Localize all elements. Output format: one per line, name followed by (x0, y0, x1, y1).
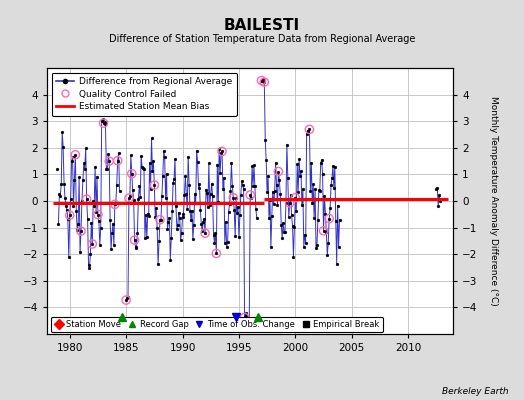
Point (111, 201, 119, 208)
Point (105, 158, 113, 164)
Point (66, 212, 74, 218)
Point (241, 314, 249, 321)
Text: Difference of Station Temperature Data from Regional Average: Difference of Station Temperature Data f… (109, 34, 415, 44)
Point (77, 228, 85, 234)
Point (71, 152, 80, 158)
Point (325, 215, 333, 222)
Point (130, 237, 139, 243)
Point (82, 196, 91, 202)
Point (291, 194, 300, 201)
Point (212, 250, 221, 257)
Point (150, 182, 159, 188)
Text: BAILESTI: BAILESTI (224, 18, 300, 33)
Point (260, 79, 268, 85)
Point (229, 194, 237, 201)
Point (201, 230, 209, 236)
Point (319, 228, 328, 234)
Point (305, 126, 314, 132)
Y-axis label: Monthly Temperature Anomaly Difference (°C): Monthly Temperature Anomaly Difference (… (489, 96, 498, 306)
Point (156, 216, 164, 223)
Point (122, 297, 130, 303)
Legend: Station Move, Record Gap, Time of Obs. Change, Empirical Break: Station Move, Record Gap, Time of Obs. C… (51, 317, 383, 332)
Point (127, 170, 136, 177)
Point (246, 192, 254, 198)
Point (274, 168, 282, 175)
Point (286, 200, 294, 206)
Point (100, 120, 108, 126)
Point (114, 158, 122, 164)
Point (94, 211, 102, 218)
Point (125, 195, 133, 201)
Point (218, 148, 226, 155)
Point (88, 241, 96, 247)
Point (257, 77, 266, 84)
Text: Berkeley Earth: Berkeley Earth (442, 387, 508, 396)
